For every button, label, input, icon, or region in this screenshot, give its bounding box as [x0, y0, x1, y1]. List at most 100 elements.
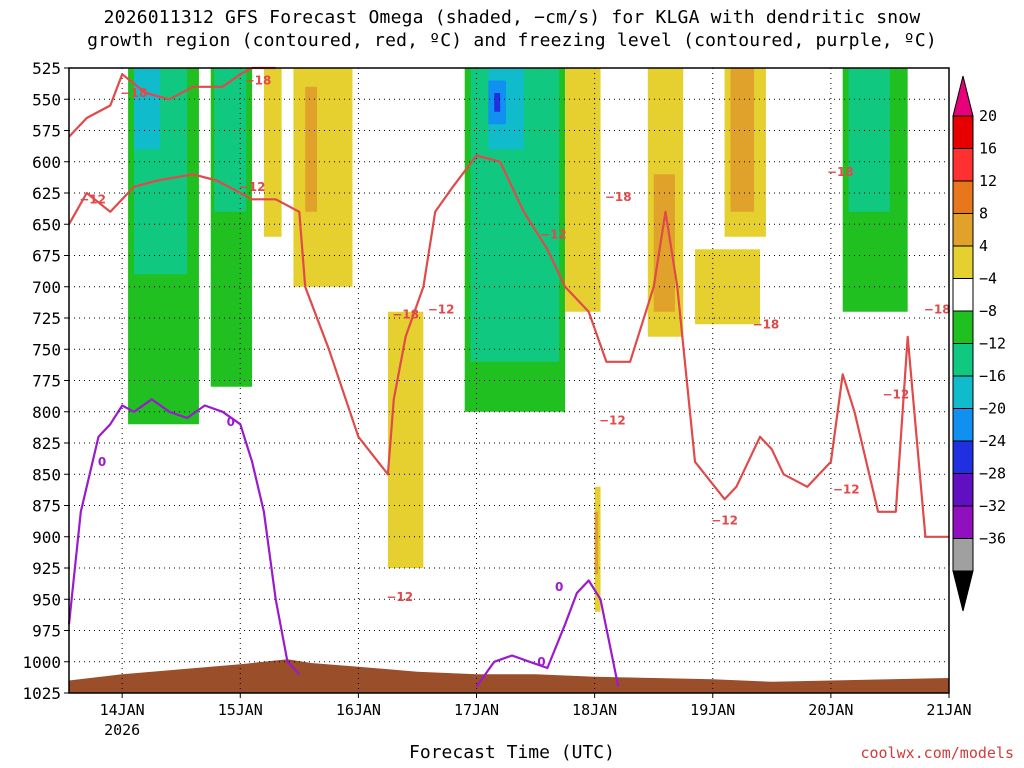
terrain: [69, 659, 949, 693]
colorbar-box-13: [952, 538, 974, 572]
colorbar-label-7: −12: [979, 335, 1006, 353]
colorbar-box-4: [952, 245, 974, 279]
terrain-fill: [69, 659, 949, 693]
contour-line-2: [67, 398, 301, 676]
colorbar-label-1: 16: [979, 140, 997, 158]
omega-shading: [128, 68, 908, 612]
chart-title: 2026011312 GFS Forecast Omega (shaded, −…: [0, 6, 1024, 52]
colorbar-label-4: 4: [979, 237, 988, 255]
shaded-region-8: [387, 311, 424, 568]
colorbar: 20 16 12 8 4 −4 −8 −12 −16 −20 −24 −28 −32 −36: [952, 75, 1006, 612]
y-tick-label-17: 950: [32, 590, 61, 609]
x-tick-label-1: 15JAN: [218, 701, 263, 719]
shaded-region-21: [848, 68, 890, 212]
contour-label-5: −12: [428, 302, 455, 316]
shaded-region-16: [653, 174, 675, 312]
colorbar-box-6: [952, 310, 974, 344]
y-tick-label-4: 625: [32, 184, 61, 203]
colorbar-label-3: 8: [979, 205, 988, 223]
y-tick-label-18: 975: [32, 622, 61, 641]
credit-link[interactable]: coolwx.com/models: [860, 744, 1014, 762]
colorbar-label-6: −8: [979, 302, 997, 320]
colorbar-box-11: [952, 473, 974, 507]
colorbar-box-9: [952, 408, 974, 442]
colorbar-box-7: [952, 343, 974, 377]
x-axis-label: Forecast Time (UTC): [409, 742, 615, 763]
contour-labels: −18−18−12−12−18 −12−12−18−12−12−18−12−18−…: [79, 74, 950, 669]
y-tick-label-14: 875: [32, 497, 61, 516]
contour-label-12: −18: [827, 165, 854, 179]
x-tick-label-5: 19JAN: [690, 701, 735, 719]
y-tick-label-13: 850: [32, 465, 61, 484]
colorbar-label-5: −4: [979, 270, 997, 288]
y-tick-label-7: 700: [32, 278, 61, 297]
shaded-region-13: [494, 93, 501, 112]
x-tick-label-6: 20JAN: [808, 701, 853, 719]
y-tick-label-10: 775: [32, 372, 61, 391]
y-tick-label-0: 525: [32, 59, 61, 78]
colorbar-box-2: [952, 180, 974, 214]
shaded-region-19: [730, 68, 755, 212]
y-tick-label-2: 575: [32, 122, 61, 141]
y-tick-label-9: 750: [32, 340, 61, 359]
contour-label-6: −12: [540, 227, 567, 241]
colorbar-label-9: −20: [979, 400, 1006, 418]
shaded-region-23: [594, 511, 599, 575]
colorbar-label-12: −32: [979, 497, 1006, 515]
x-tick-label-3: 17JAN: [454, 701, 499, 719]
contour-label-19: 0: [555, 580, 563, 594]
contour-label-17: 0: [227, 415, 235, 429]
shaded-region-14: [565, 68, 601, 312]
colorbar-box-0: [952, 115, 974, 149]
title-line-1: 2026011312 GFS Forecast Omega (shaded, −…: [103, 7, 921, 28]
contour-label-9: −12: [386, 590, 413, 604]
colorbar-box-3: [952, 213, 974, 247]
colorbar-box-5: [952, 278, 974, 312]
contour-label-1: −18: [245, 74, 272, 88]
contour-label-4: −18: [392, 307, 419, 321]
title-line-2: growth region (contoured, red, ºC) and f…: [87, 30, 937, 51]
colorbar-label-13: −36: [979, 530, 1006, 548]
contour-label-15: −18: [924, 302, 951, 316]
contour-label-16: 0: [98, 455, 106, 469]
y-tick-label-16: 925: [32, 559, 61, 578]
y-tick-label-12: 825: [32, 434, 61, 453]
y-tick-label-1: 550: [32, 90, 61, 109]
contour-label-13: −12: [833, 482, 860, 496]
contour-line-3: [475, 579, 620, 688]
colorbar-label-10: −24: [979, 432, 1006, 450]
contour-label-8: −12: [599, 414, 626, 428]
contour-label-10: −18: [753, 317, 780, 331]
contour-label-11: −12: [711, 514, 738, 528]
x-axis-ticks: 14JAN 15JAN 16JAN 17JAN 18JAN 19JAN 20JAN 21JAN…: [100, 693, 972, 739]
y-tick-label-20: 1025: [22, 684, 61, 703]
shaded-region-2: [133, 68, 160, 150]
colorbar-box-1: [952, 148, 974, 182]
grid-lines: [69, 67, 950, 694]
contour-label-2: −12: [79, 192, 106, 206]
colorbar-label-8: −16: [979, 367, 1006, 385]
y-tick-label-15: 900: [32, 528, 61, 547]
x-tick-sublabel: 2026: [104, 721, 140, 739]
contour-label-3: −12: [239, 180, 266, 194]
colorbar-bottom-arrow: [952, 570, 974, 612]
y-axis-ticks: 525 550 575 600 625 650 675 700 725 750 775 800 825 8…: [22, 59, 69, 703]
y-tick-label-6: 675: [32, 247, 61, 266]
colorbar-top-arrow: [952, 75, 974, 117]
contour-line-1: [68, 154, 949, 538]
colorbar-box-8: [952, 375, 974, 409]
colorbar-box-10: [952, 440, 974, 474]
shaded-region-6: [263, 68, 282, 237]
contour-label-18: 0: [537, 655, 545, 669]
x-tick-label-7: 21JAN: [926, 701, 971, 719]
x-tick-label-0: 14JAN: [100, 701, 145, 719]
contour-label-7: −18: [605, 190, 632, 204]
x-tick-label-4: 18JAN: [572, 701, 617, 719]
contour-label-14: −12: [882, 387, 909, 401]
colorbar-label-2: 12: [979, 172, 997, 190]
y-tick-label-19: 1000: [22, 653, 61, 672]
y-tick-label-5: 650: [32, 215, 61, 234]
shaded-region-7: [305, 86, 318, 212]
x-tick-label-2: 16JAN: [336, 701, 381, 719]
